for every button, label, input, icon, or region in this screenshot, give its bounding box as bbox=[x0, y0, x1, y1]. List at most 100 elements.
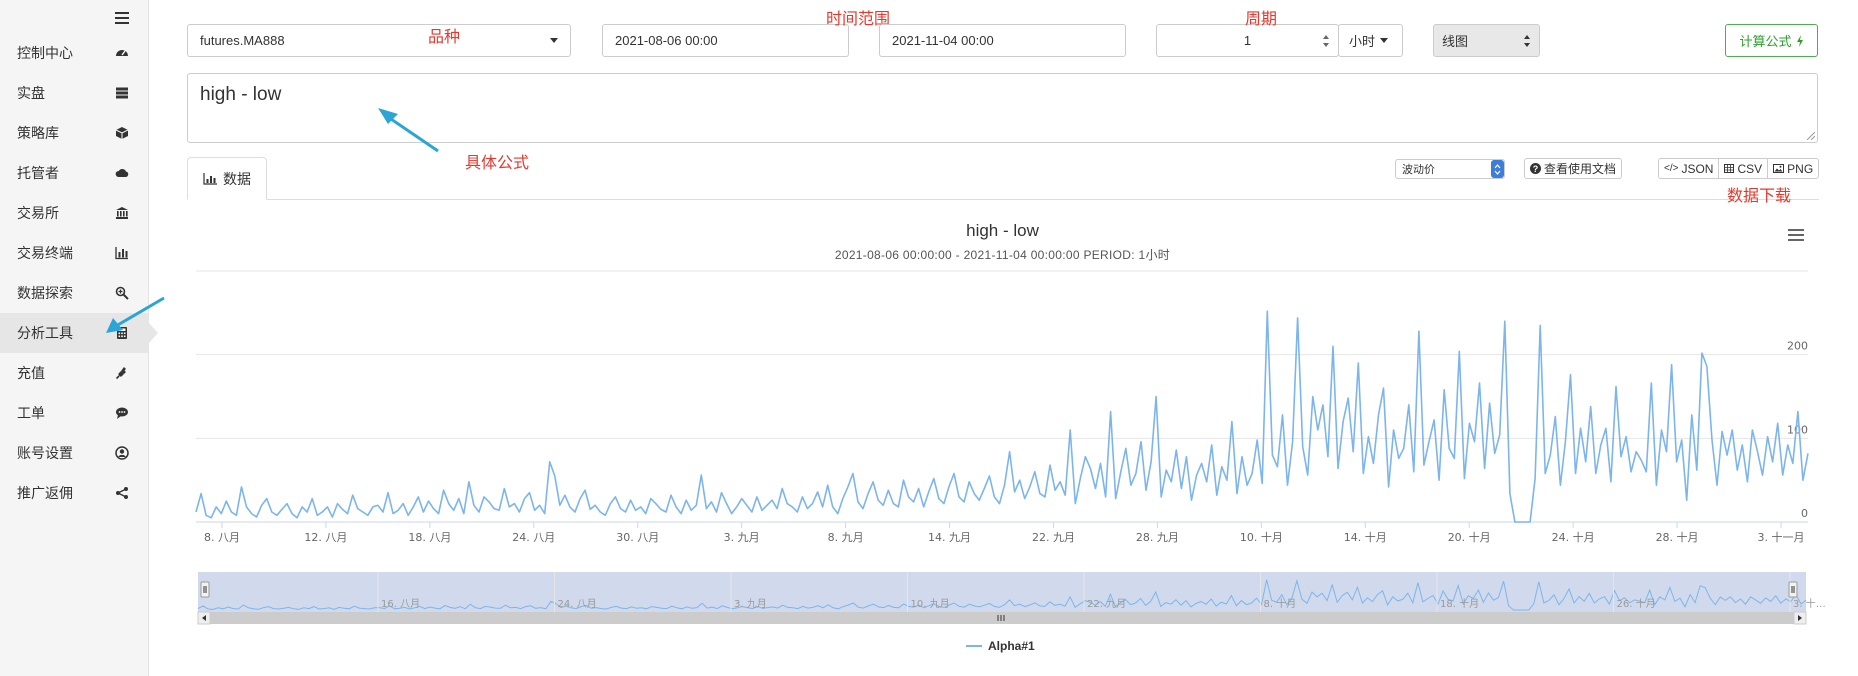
x-tick-label: 18. 八月 bbox=[408, 531, 451, 544]
sidebar-item-label: 托管者 bbox=[17, 165, 59, 181]
x-tick-label: 22. 九月 bbox=[1032, 531, 1075, 544]
sidebar-item-6[interactable]: 数据探索 bbox=[0, 273, 149, 313]
download-json-label: JSON bbox=[1681, 161, 1714, 176]
calculator-icon bbox=[115, 326, 129, 340]
search-plus-icon bbox=[115, 286, 129, 300]
x-tick-label: 14. 九月 bbox=[928, 531, 971, 544]
period-stepper[interactable]: 1 bbox=[1156, 24, 1339, 57]
start-date-input[interactable]: 2021-08-06 00:00 bbox=[602, 24, 849, 57]
sidebar-item-9[interactable]: 工单 bbox=[0, 393, 149, 433]
x-tick-label: 14. 十月 bbox=[1344, 530, 1387, 544]
x-tick-label: 12. 八月 bbox=[304, 531, 347, 544]
cloud-icon bbox=[115, 166, 129, 180]
calculate-formula-label: 计算公式 bbox=[1739, 34, 1792, 49]
chevron-down-icon bbox=[550, 38, 558, 43]
sidebar-item-1[interactable]: 实盘 bbox=[0, 73, 149, 113]
sidebar-item-3[interactable]: 托管者 bbox=[0, 153, 149, 193]
y-tick-label: 100 bbox=[1787, 423, 1808, 436]
hamburger-menu-icon[interactable] bbox=[115, 12, 129, 24]
annotation-download: 数据下载 bbox=[1727, 188, 1792, 205]
user-circle-icon bbox=[115, 446, 129, 460]
sidebar-item-label: 工单 bbox=[17, 405, 45, 421]
formula-text: high - low bbox=[200, 84, 282, 105]
bolt-icon bbox=[1796, 34, 1803, 47]
period-value: 1 bbox=[1243, 33, 1252, 48]
sidebar-item-11[interactable]: 推广返佣 bbox=[0, 473, 149, 513]
navigator-scrollbar[interactable] bbox=[198, 612, 1806, 624]
legend-label: Alpha#1 bbox=[988, 639, 1035, 653]
x-tick-label: 10. 十月 bbox=[1240, 530, 1283, 544]
download-csv-button[interactable]: CSV bbox=[1718, 158, 1769, 179]
x-tick-label: 3. 九月 bbox=[724, 531, 760, 544]
stepper-arrows-icon[interactable] bbox=[1322, 34, 1330, 48]
chart-context-menu-icon[interactable] bbox=[1788, 229, 1804, 243]
formula-editor[interactable]: high - low bbox=[187, 73, 1818, 143]
bar-chart-icon bbox=[203, 172, 217, 185]
download-group: </> JSON CSV PNG bbox=[1658, 158, 1820, 179]
chart-style-select[interactable]: 线图 bbox=[1433, 24, 1540, 57]
x-tick-label: 28. 九月 bbox=[1136, 531, 1179, 544]
sidebar-item-label: 控制中心 bbox=[17, 45, 73, 61]
navigator-right-handle[interactable] bbox=[1788, 581, 1798, 598]
y-tick-label: 0 bbox=[1801, 507, 1808, 520]
download-png-label: PNG bbox=[1787, 161, 1814, 176]
annotation-formula: 具体公式 bbox=[465, 155, 530, 172]
x-tick-label: 8. 八月 bbox=[204, 531, 240, 544]
sidebar-item-7[interactable]: 分析工具 bbox=[0, 313, 158, 353]
series-line bbox=[195, 310, 1809, 523]
chevron-left-icon bbox=[202, 615, 206, 621]
legend-line-icon bbox=[966, 645, 982, 647]
sidebar-item-label: 数据探索 bbox=[17, 285, 73, 301]
download-png-button[interactable]: PNG bbox=[1767, 158, 1820, 179]
end-date-input[interactable]: 2021-11-04 00:00 bbox=[879, 24, 1126, 57]
chart-style-value: 线图 bbox=[1442, 34, 1469, 49]
select-arrows-icon bbox=[1491, 160, 1504, 178]
sidebar-item-8[interactable]: 充值 bbox=[0, 353, 149, 393]
chart-subtitle: 2021-08-06 00:00:00 - 2021-11-04 00:00:0… bbox=[834, 248, 1171, 262]
navigator-tick-label: 18. 十月 bbox=[1440, 597, 1479, 610]
period-unit-dropdown[interactable]: 小时 bbox=[1338, 24, 1403, 57]
scroll-left-button[interactable] bbox=[197, 611, 211, 625]
select-arrows-icon bbox=[1524, 34, 1530, 47]
period-unit-value: 小时 bbox=[1349, 34, 1376, 49]
annotation-period: 周期 bbox=[1245, 11, 1278, 28]
navigator-tick-label: 16. 八月 bbox=[381, 598, 420, 610]
tab-data-label: 数据 bbox=[223, 170, 251, 187]
annotation-symbol: 品种 bbox=[428, 29, 461, 46]
resize-handle-icon[interactable] bbox=[1807, 132, 1815, 140]
sidebar-item-label: 分析工具 bbox=[17, 325, 73, 341]
navigator-tick-label: 3. 十… bbox=[1793, 597, 1826, 610]
navigator-left-handle[interactable] bbox=[200, 581, 210, 598]
sidebar-item-4[interactable]: 交易所 bbox=[0, 193, 149, 233]
sidebar-item-label: 推广返佣 bbox=[17, 485, 73, 501]
image-icon bbox=[1773, 164, 1785, 173]
plug-icon bbox=[115, 366, 129, 380]
end-date-value: 2021-11-04 00:00 bbox=[892, 33, 994, 48]
navigator-tick-label: 3. 九月 bbox=[734, 598, 767, 610]
price-type-select[interactable]: 波动价 bbox=[1395, 159, 1505, 179]
question-circle-icon: ? bbox=[1529, 163, 1541, 174]
download-json-button[interactable]: </> JSON bbox=[1658, 158, 1720, 179]
x-tick-label: 24. 八月 bbox=[512, 531, 555, 544]
navigator-tick-label: 24. 八月 bbox=[558, 598, 597, 610]
sidebar-item-label: 账号设置 bbox=[17, 445, 73, 461]
comment-icon bbox=[115, 406, 129, 420]
share-icon bbox=[115, 486, 129, 500]
dashboard-icon bbox=[115, 46, 129, 60]
sidebar-item-label: 实盘 bbox=[17, 85, 45, 101]
chart-legend-item[interactable]: Alpha#1 bbox=[966, 639, 1035, 653]
scroll-right-button[interactable] bbox=[1793, 611, 1807, 625]
navigator-tick-label: 8. 十月 bbox=[1264, 597, 1297, 610]
sidebar-item-10[interactable]: 账号设置 bbox=[0, 433, 149, 473]
sidebar-item-5[interactable]: 交易终端 bbox=[0, 233, 149, 273]
chevron-right-icon bbox=[1798, 615, 1802, 621]
x-tick-label: 3. 十一月 bbox=[1758, 530, 1805, 544]
tab-data[interactable]: 数据 bbox=[187, 157, 267, 200]
symbol-select[interactable]: futures.MA888 bbox=[187, 24, 571, 57]
sidebar-item-0[interactable]: 控制中心 bbox=[0, 33, 149, 73]
annotation-time-range: 时间范围 bbox=[826, 11, 891, 28]
chevron-down-icon bbox=[1380, 38, 1389, 43]
calculate-formula-button[interactable]: 计算公式 bbox=[1725, 24, 1818, 57]
view-docs-button[interactable]: ? 查看使用文档 bbox=[1524, 158, 1622, 179]
sidebar-item-2[interactable]: 策略库 bbox=[0, 113, 149, 153]
